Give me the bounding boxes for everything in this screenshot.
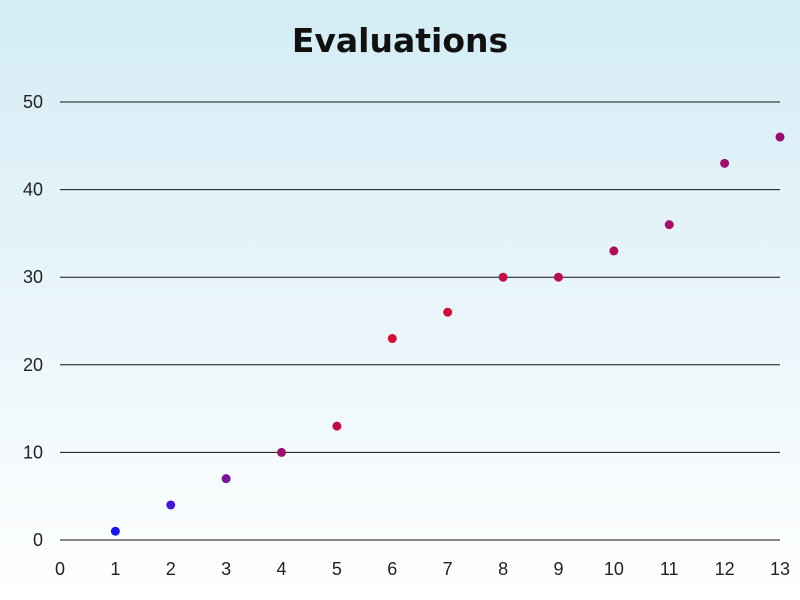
x-tick-label: 2 <box>166 559 176 579</box>
data-point <box>498 272 508 282</box>
data-point <box>443 307 453 317</box>
y-tick-label: 0 <box>33 530 43 550</box>
x-tick-label: 0 <box>55 559 65 579</box>
y-tick-label: 50 <box>23 92 43 112</box>
data-point <box>664 220 674 230</box>
data-point <box>110 526 120 536</box>
data-point <box>775 132 785 142</box>
y-axis-ticks: 0 10 20 30 40 50 <box>23 92 43 550</box>
x-tick-label: 11 <box>660 559 679 579</box>
x-tick-label: 3 <box>221 559 231 579</box>
x-tick-label: 13 <box>770 559 790 579</box>
x-axis-ticks: 0 1 2 3 4 5 6 7 8 9 10 11 12 13 <box>55 559 790 579</box>
data-points <box>110 132 785 536</box>
x-tick-label: 6 <box>387 559 397 579</box>
x-tick-label: 9 <box>553 559 563 579</box>
chart-title: Evaluations <box>292 21 508 60</box>
grid <box>60 101 780 541</box>
x-tick-label: 12 <box>715 559 735 579</box>
x-tick-label: 7 <box>443 559 453 579</box>
data-point <box>553 272 563 282</box>
y-tick-label: 40 <box>23 180 43 200</box>
data-point <box>332 421 342 431</box>
data-point <box>387 334 397 344</box>
y-tick-label: 20 <box>23 355 43 375</box>
data-point <box>166 500 176 510</box>
data-point <box>609 246 619 256</box>
x-tick-label: 10 <box>604 559 624 579</box>
y-tick-label: 10 <box>23 442 43 462</box>
data-point <box>720 158 730 168</box>
data-point <box>221 474 231 484</box>
x-tick-label: 8 <box>498 559 508 579</box>
data-point <box>277 447 287 457</box>
x-tick-label: 1 <box>110 559 120 579</box>
x-tick-label: 4 <box>277 559 287 579</box>
x-tick-label: 5 <box>332 559 342 579</box>
y-tick-label: 30 <box>23 267 43 287</box>
